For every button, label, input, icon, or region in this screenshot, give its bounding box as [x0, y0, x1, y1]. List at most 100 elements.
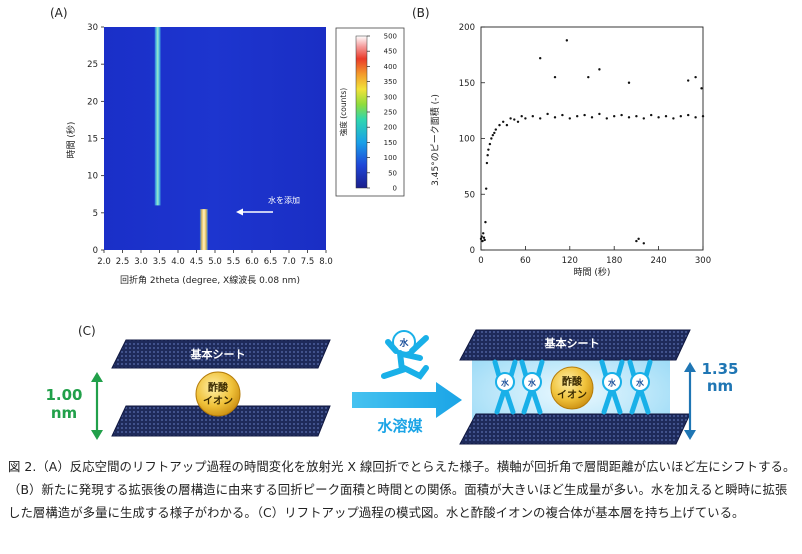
running-water-figure: 水: [381, 330, 429, 380]
scatter-y-tick-label: 200: [459, 23, 475, 33]
left-gap-value: 1.00: [45, 386, 82, 404]
heatmap-x-tick-label: 8.0: [319, 257, 333, 267]
svg-text:水: 水: [635, 378, 645, 388]
right-top-sheet: [459, 329, 691, 361]
scatter-point: [553, 75, 557, 79]
water-molecule-figure: 水: [599, 359, 625, 415]
svg-text:水: 水: [607, 378, 617, 388]
colorbar-tick-label: 150: [384, 139, 397, 147]
scatter-point: [493, 131, 496, 135]
scatter-point: [620, 113, 623, 117]
left-gap-arrow-up: [91, 372, 103, 382]
scatter-x-tick-label: 60: [520, 256, 531, 266]
scatter-y-tick-label: 100: [459, 135, 475, 145]
heatmap-y-tick-label: 5: [93, 209, 98, 219]
heatmap-x-tick-label: 5.5: [227, 257, 241, 267]
scatter-x-tick-label: 0: [478, 256, 483, 266]
left-ion-label-2: イオン: [203, 395, 233, 407]
scatter-x-axis-label: 時間 (秒): [574, 266, 611, 278]
scatter-point: [637, 237, 640, 241]
heatmap-x-tick-label: 3.5: [153, 257, 167, 267]
scatter-point: [583, 113, 586, 117]
scatter-x-tick-label: 120: [562, 256, 578, 266]
heatmap-x-tick-label: 2.5: [116, 257, 130, 267]
scatter-point: [531, 115, 534, 118]
colorbar-tick-label: 500: [384, 33, 397, 41]
colorbar-label: 強度 (counts): [338, 88, 348, 136]
heatmap-x-tick-label: 5.0: [208, 257, 222, 267]
scatter-point: [627, 81, 631, 84]
scatter-point: [481, 239, 484, 243]
heatmap-x-tick-label: 6.5: [264, 257, 278, 267]
right-ion-label-1: 酢酸: [562, 375, 583, 388]
heatmap-x-tick-label: 4.0: [171, 257, 185, 267]
colorbar-tick-label: 350: [384, 78, 397, 86]
right-bottom-sheet: [459, 413, 691, 445]
scatter-point: [561, 113, 564, 117]
scatter-point: [494, 128, 497, 131]
heatmap-x-tick-label: 2.0: [97, 257, 111, 267]
scatter-plot-area: [480, 26, 704, 251]
scatter-point: [498, 123, 501, 127]
scatter-point: [482, 232, 485, 235]
right-ion-label-2: イオン: [557, 389, 587, 401]
right-gap-unit: nm: [707, 377, 733, 395]
left-acetate-ion: [195, 371, 241, 417]
heatmap-y-axis-label: 時間 (秒): [65, 122, 77, 159]
scatter-point: [627, 116, 631, 119]
scatter-point: [484, 220, 487, 224]
scatter-point: [546, 112, 549, 116]
svg-text:水: 水: [500, 378, 510, 388]
scatter-point: [679, 115, 682, 118]
heatmap-y-tick-label: 0: [93, 246, 98, 256]
water-molecule-figure: 水: [627, 359, 653, 415]
scatter-point: [687, 79, 690, 82]
heatmap-y-tick-label: 10: [87, 172, 98, 182]
scatter-point: [520, 115, 523, 118]
scatter-point: [487, 148, 490, 151]
left-sheet-label: 基本シート: [190, 347, 246, 361]
scatter-point: [488, 142, 492, 146]
panel-b-label: (B): [412, 6, 430, 20]
panel-a-label: (A): [50, 6, 68, 20]
colorbar-tick-label: 100: [384, 154, 397, 162]
scatter-point: [539, 57, 542, 60]
scatter-point: [700, 87, 703, 90]
scatter-point: [565, 39, 569, 42]
scatter-point: [576, 115, 579, 118]
heatmap-y-tick-label: 15: [87, 135, 98, 145]
scatter-x-tick-label: 240: [650, 256, 666, 266]
scatter-point: [553, 116, 557, 119]
scatter-point: [598, 68, 601, 71]
heatmap-figure: 2.0 2.5 3.0 3.5 4.0 4.5 5.0 5.5 6.0 6.5 7.0 7.5 8.0 0…: [65, 23, 405, 286]
scatter-point: [613, 115, 616, 118]
scatter-point: [486, 154, 489, 157]
heatmap-y-tick-label: 20: [87, 97, 98, 107]
colorbar-tick-label: 450: [384, 48, 397, 56]
heatmap-y-tick-label: 25: [87, 60, 98, 70]
scatter-point: [701, 115, 705, 118]
transition-arrow: [352, 382, 462, 418]
scatter-x-tick-label: 300: [695, 256, 711, 266]
scatter-point: [672, 117, 675, 120]
water-added-arrowhead: [236, 208, 243, 216]
scatter-point: [490, 137, 493, 140]
scatter-point: [539, 117, 542, 120]
scatter-point: [484, 187, 488, 190]
heatmap-x-axis-label: 回折角 2theta (degree, X線波長 0.08 nm): [120, 274, 300, 286]
colorbar-tick-label: 400: [384, 63, 397, 71]
scatter-point: [590, 116, 594, 119]
heatmap-x-tick-label: 7.0: [282, 257, 296, 267]
right-gap-value: 1.35: [701, 360, 738, 378]
scatter-y-tick-label: 50: [464, 190, 475, 200]
heatmap-y-tick-label: 30: [87, 23, 98, 33]
scatter-y-tick-label: 150: [459, 79, 475, 89]
right-gap-arrow-down: [684, 430, 696, 440]
scatter-point: [650, 113, 653, 117]
scatter-point: [635, 115, 638, 118]
diffraction-streak: [154, 27, 161, 206]
scatter-y-tick-label: 0: [470, 246, 475, 256]
scatter-figure: 0 60 120 180 240 300 0 50 100 150 200 時間 (秒) 3.45°…: [429, 23, 711, 278]
heatmap-plot-area: [104, 27, 326, 250]
left-top-sheet: [111, 339, 331, 369]
